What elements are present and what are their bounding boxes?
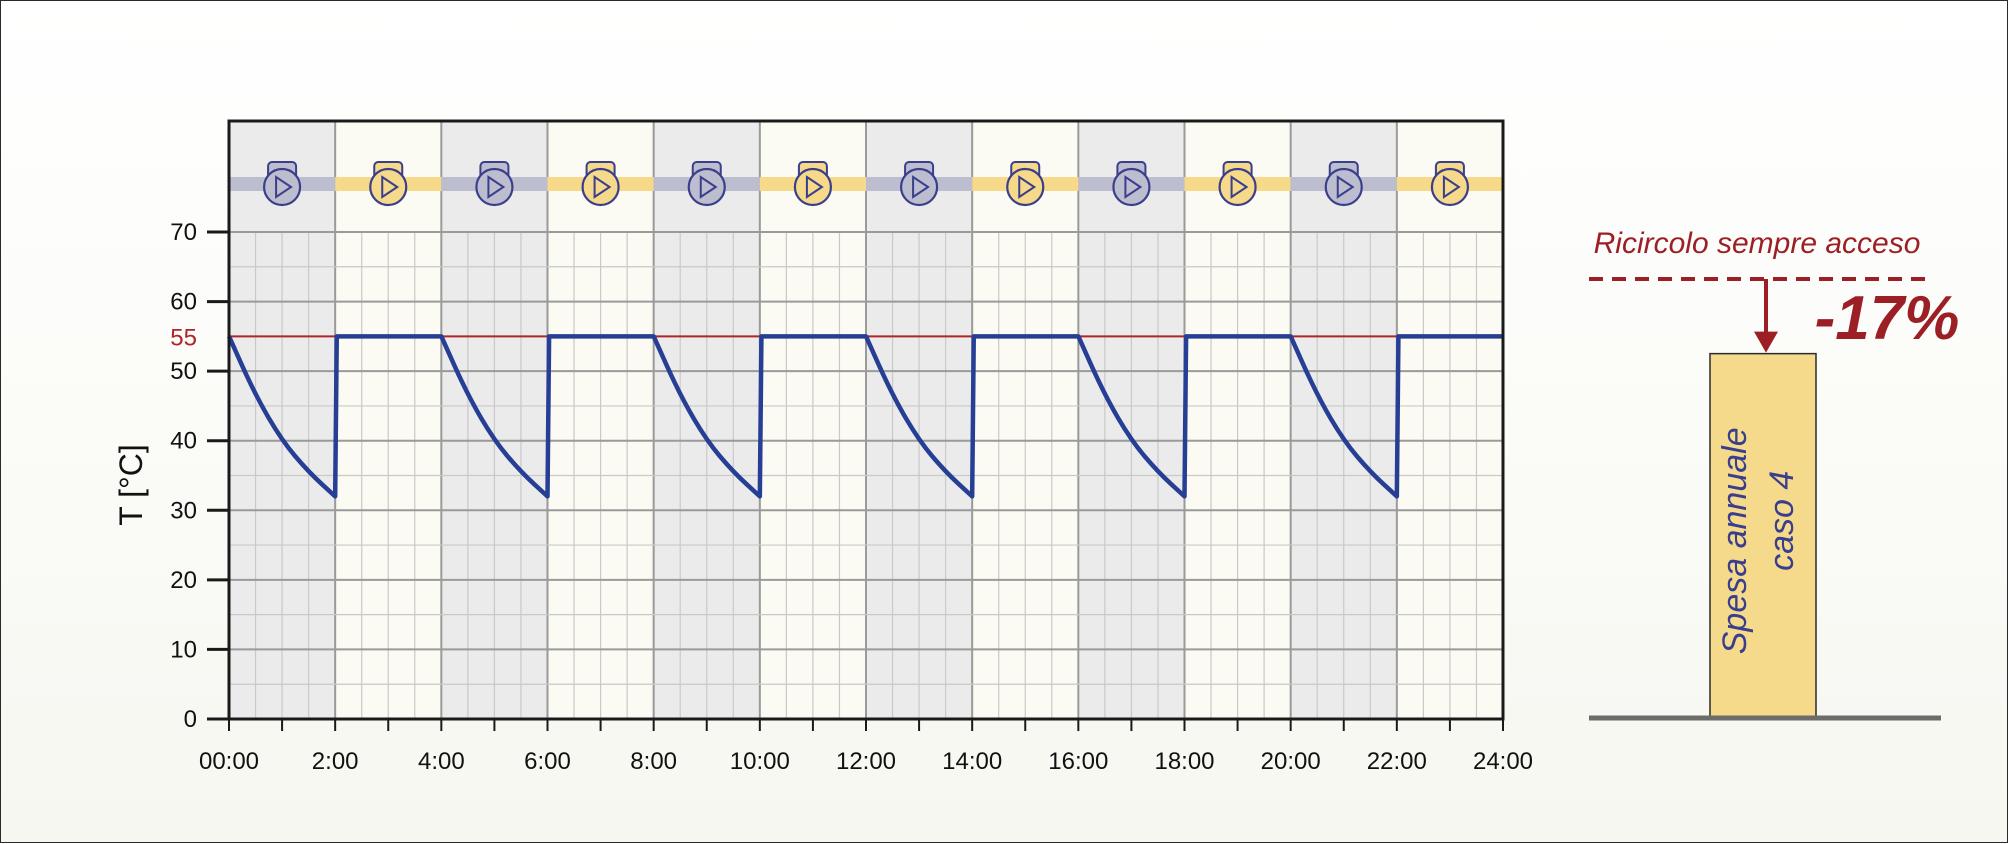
pump-play-triangle <box>487 175 506 199</box>
pump-icon <box>1006 161 1045 207</box>
y-tick-label: 10 <box>170 636 197 663</box>
pump-play-triangle <box>275 175 293 199</box>
pump-play-triangle <box>1336 175 1355 199</box>
pump-body <box>1218 167 1257 207</box>
comparison-panel: Ricircolo sempre acceso -17% Spesa annua… <box>1589 227 1960 721</box>
pump-icon <box>1112 161 1151 207</box>
pump-body <box>1324 167 1363 207</box>
chart-axes <box>207 119 1505 731</box>
x-tick-label: 18:00 <box>1154 748 1214 775</box>
reduction-percentage: -17% <box>1815 284 1960 353</box>
bar-label-line1: Spesa annuale <box>1716 427 1754 654</box>
bar-label-line2: caso 4 <box>1763 471 1801 571</box>
pump-play-triangle <box>1124 175 1143 199</box>
y-tick-label: 20 <box>170 567 197 594</box>
x-tick-label: 20:00 <box>1261 748 1321 775</box>
annual-cost-bar <box>1709 352 1817 719</box>
pump-play-triangle <box>1230 175 1249 199</box>
reference-note: Ricircolo sempre acceso <box>1594 227 1921 260</box>
x-tick-label: 2:00 <box>312 748 359 775</box>
pump-icon <box>899 161 939 207</box>
pump-play-triangle <box>912 175 930 199</box>
y-tick-label: 30 <box>170 497 197 524</box>
pump-body <box>369 167 408 207</box>
pump-body <box>581 167 620 207</box>
temperature-series-line <box>226 334 1503 499</box>
pump-play-triangle <box>1018 175 1037 199</box>
y-tick-label: 50 <box>170 358 197 385</box>
x-tick-label: 4:00 <box>418 748 465 775</box>
y-tick-label: 0 <box>184 706 197 733</box>
pump-body <box>1430 167 1470 207</box>
series-group <box>226 334 1503 499</box>
pump-icon <box>369 161 408 207</box>
pump-play-triangle <box>381 175 400 199</box>
x-tick-label: 8:00 <box>630 748 677 775</box>
pump-body <box>899 167 939 207</box>
x-tick-label: 00:00 <box>199 748 259 775</box>
pump-icon <box>475 161 514 207</box>
y-axis-title: T [°C] <box>113 444 149 526</box>
pump-strip <box>229 161 1503 207</box>
pump-body <box>793 167 833 207</box>
pump-body <box>1006 167 1045 207</box>
x-tick-label: 22:00 <box>1367 748 1427 775</box>
pump-play-triangle <box>1442 175 1461 199</box>
pump-icon <box>793 161 833 207</box>
reference-value-label: 55 <box>170 324 197 351</box>
x-tick-label: 6:00 <box>524 748 571 775</box>
x-tick-labels: 00:00 2:00 4:00 6:00 8:00 10:00 12:00 14:00 16:0… <box>199 748 1533 775</box>
x-tick-label: 14:00 <box>942 748 1002 775</box>
x-tick-label: 16:00 <box>1048 748 1108 775</box>
pump-icon <box>1324 161 1363 207</box>
pump-body <box>475 167 514 207</box>
y-tick-labels: 0 10 20 30 40 50 60 70 <box>170 219 197 733</box>
x-tick-label: 10:00 <box>730 748 790 775</box>
pump-body <box>687 167 726 207</box>
pump-body <box>262 167 302 207</box>
y-tick-label: 60 <box>170 289 197 316</box>
y-tick-label: 70 <box>170 219 197 246</box>
pump-body <box>1112 167 1151 207</box>
chart-grid <box>229 121 1503 719</box>
pump-play-triangle <box>593 175 612 199</box>
pump-icon <box>1218 161 1257 207</box>
pump-icon <box>262 161 302 207</box>
pump-icon <box>687 161 726 207</box>
pump-play-triangle <box>699 175 718 199</box>
pump-icon <box>581 161 620 207</box>
x-tick-label: 12:00 <box>836 748 896 775</box>
pump-play-triangle <box>805 175 824 199</box>
pump-icon <box>1430 161 1470 207</box>
y-tick-label: 40 <box>170 428 197 455</box>
reduction-arrow-head <box>1754 331 1778 353</box>
x-tick-label: 24:00 <box>1473 748 1533 775</box>
